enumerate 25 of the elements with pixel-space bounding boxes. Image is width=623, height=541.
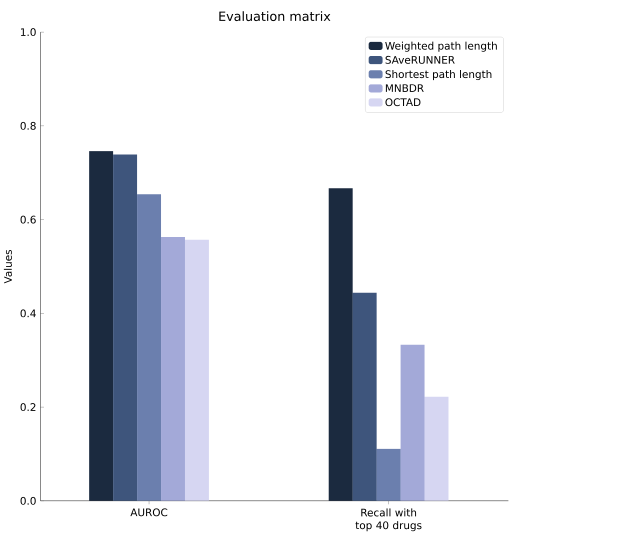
legend-label: MNBDR (386, 84, 424, 92)
y-tick-label: 0.6 (20, 216, 36, 224)
y-axis-title: Values (4, 250, 12, 284)
bar (400, 344, 425, 501)
legend-label: Shortest path length (386, 70, 492, 80)
bar (352, 292, 377, 501)
x-tick-label: AUROC (130, 508, 168, 516)
bar (161, 237, 185, 501)
chart-title: Evaluation matrix (219, 11, 330, 22)
legend-label: SAveRUNNER (386, 56, 455, 64)
y-tick-label: 0.4 (20, 310, 36, 318)
y-tick-label: 1.0 (21, 28, 36, 36)
y-tick-label: 0.2 (20, 403, 36, 412)
bar (137, 194, 162, 501)
x-tick-label: Recall with top 40 drugs (355, 508, 422, 532)
y-tick-label: 0.8 (20, 122, 36, 130)
bar (89, 151, 114, 501)
bar (424, 396, 449, 501)
bar (376, 448, 401, 501)
bar (113, 154, 138, 501)
legend-label: OCTAD (385, 98, 420, 106)
y-tick-label: 0.0 (20, 497, 36, 505)
legend-label: Weighted path length (385, 42, 497, 52)
bar (328, 188, 353, 501)
bar (184, 240, 209, 501)
